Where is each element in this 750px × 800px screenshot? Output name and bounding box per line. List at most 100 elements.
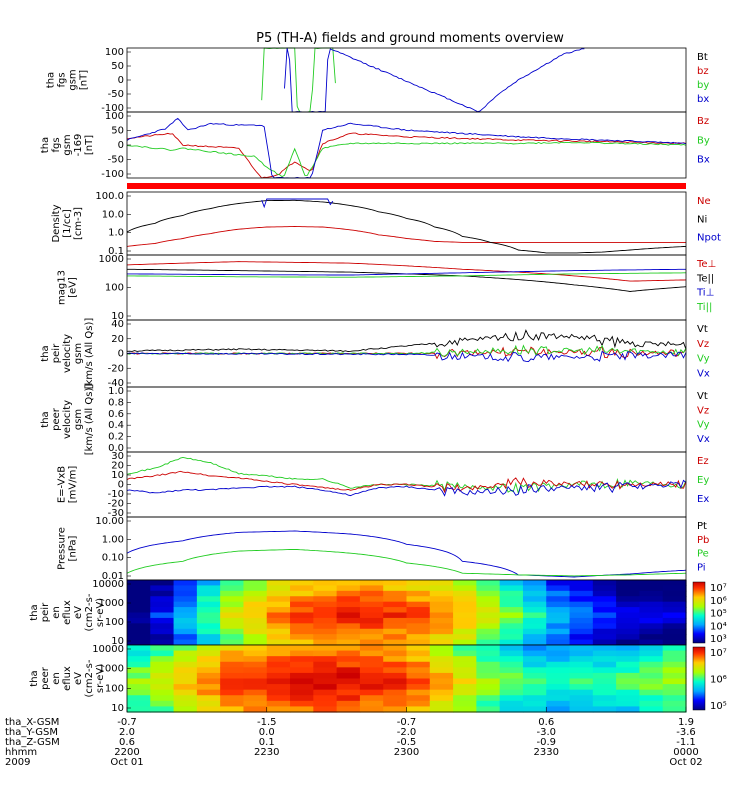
heat-cell: [499, 612, 524, 619]
heat-cell: [569, 580, 594, 587]
panel-fgs2: 100 50 0 -50 -100 tha fgs gsm -169 [nT] Bz By Bx: [40, 111, 710, 180]
heat-cell: [453, 678, 477, 685]
heat-cell: [546, 596, 571, 603]
heat-cell: [383, 639, 408, 646]
y-tick-label: 1.00: [102, 534, 124, 545]
y-tick-label: -50: [108, 89, 124, 100]
heat-cell: [522, 580, 547, 587]
heat-cell: [266, 650, 291, 657]
footer-value: -1.5: [257, 717, 277, 728]
heat-cell: [196, 628, 221, 635]
y-axis-label: -169: [73, 134, 84, 157]
y-tick-label: 100: [105, 617, 124, 628]
heat-cell: [406, 585, 431, 592]
series-Ne: [126, 226, 686, 247]
heat-cell: [592, 623, 617, 630]
footer-value: 1.9: [678, 717, 694, 728]
heat-cell: [313, 700, 338, 708]
y-tick-label: 20: [111, 461, 124, 472]
heat-cell: [266, 684, 291, 691]
legend-label: Vx: [697, 368, 710, 379]
heat-cell: [569, 601, 594, 608]
legend-label: Ni: [697, 214, 707, 225]
heat-cell: [522, 678, 547, 685]
heat-cell: [476, 684, 501, 691]
panel-frame: [126, 451, 687, 518]
heat-cell: [406, 661, 431, 668]
y-axis-label: sr-eV): [95, 664, 106, 693]
legend-label: Vt: [697, 324, 708, 335]
series-Te||: [127, 268, 687, 292]
panel-fgs: 100 50 0 -50 -100 tha fgs gsm [nT] Bt bz by bx: [46, 47, 710, 114]
heat-cell: [569, 667, 594, 674]
heat-cell: [639, 601, 664, 608]
y-axis-label: Pressure: [57, 527, 68, 570]
heat-cell: [150, 700, 175, 708]
footer-value: -3.0: [536, 727, 556, 738]
y-axis-label: eflux: [62, 666, 73, 691]
heat-cell: [453, 634, 477, 641]
y-tick-label: 50: [111, 61, 124, 72]
heat-cell: [499, 639, 524, 646]
heat-cell: [662, 590, 687, 597]
heat-cell: [220, 684, 245, 691]
y-axis-label: fgs: [51, 137, 62, 152]
heat-cell: [429, 623, 454, 630]
heat-cell: [290, 650, 314, 657]
heat-cell: [196, 672, 221, 680]
heat-cell: [336, 650, 361, 657]
heat-cell: [150, 617, 175, 624]
heat-cell: [616, 706, 641, 713]
heat-cell: [429, 678, 454, 685]
legend-label: Pi: [697, 562, 706, 573]
heat-cell: [359, 639, 384, 646]
series-by: [261, 47, 336, 113]
legend-label: Vy: [697, 420, 710, 431]
heat-cell: [196, 645, 221, 652]
heat-cell: [429, 661, 454, 668]
footer-row-label: tha_Z-GSM: [5, 737, 60, 748]
heat-cell: [266, 656, 291, 663]
heat-cell: [406, 684, 431, 691]
heat-cell: [150, 585, 175, 592]
y-axis-label: (cm2-s-: [84, 659, 95, 697]
panel-peer_spec: 10⁷ 10⁶ 10⁵ 10000 1000 100 10 tha peer en eflux eV(…: [29, 644, 727, 714]
heat-cell: [592, 689, 617, 696]
heat-cell: [406, 706, 431, 713]
heat-cell: [196, 661, 221, 668]
y-axis-label: sr-eV): [95, 598, 106, 627]
heat-cell: [453, 617, 477, 624]
footer-value: 2300: [394, 747, 419, 758]
heat-cell: [406, 639, 431, 646]
heat-cell: [546, 650, 571, 657]
heat-cell: [429, 639, 454, 646]
heat-cell: [499, 678, 524, 685]
heat-cell: [383, 672, 408, 680]
y-tick-label: 1.0: [108, 386, 124, 397]
heat-cell: [453, 596, 477, 603]
y-axis-label: peir: [40, 602, 51, 622]
legend-label: Pe: [697, 549, 709, 560]
heat-cell: [453, 706, 477, 713]
heat-cell: [639, 700, 664, 708]
heat-cell: [127, 628, 151, 635]
heat-cell: [127, 607, 151, 614]
heat-cell: [336, 623, 361, 630]
heat-cell: [290, 672, 314, 680]
legend-label: Pb: [697, 535, 709, 546]
heat-cell: [592, 639, 617, 646]
heat-cell: [243, 684, 268, 691]
heat-cell: [499, 601, 524, 608]
heat-cell: [266, 706, 291, 713]
panel-density: 100.0 10.0 1.0 0.1 Density [1/cc] [cm-3] Ne Ni Np…: [51, 191, 721, 257]
heat-cell: [243, 617, 268, 624]
legend-label: Npot: [697, 233, 721, 244]
heat-cell: [616, 689, 641, 696]
heat-cell: [220, 617, 245, 624]
heat-cell: [150, 596, 175, 603]
heat-cell: [127, 689, 151, 696]
y-tick-label: -100: [101, 103, 124, 114]
panel-frame: [126, 191, 687, 256]
y-tick-label: 10000: [92, 579, 124, 590]
heat-cell: [313, 628, 338, 635]
